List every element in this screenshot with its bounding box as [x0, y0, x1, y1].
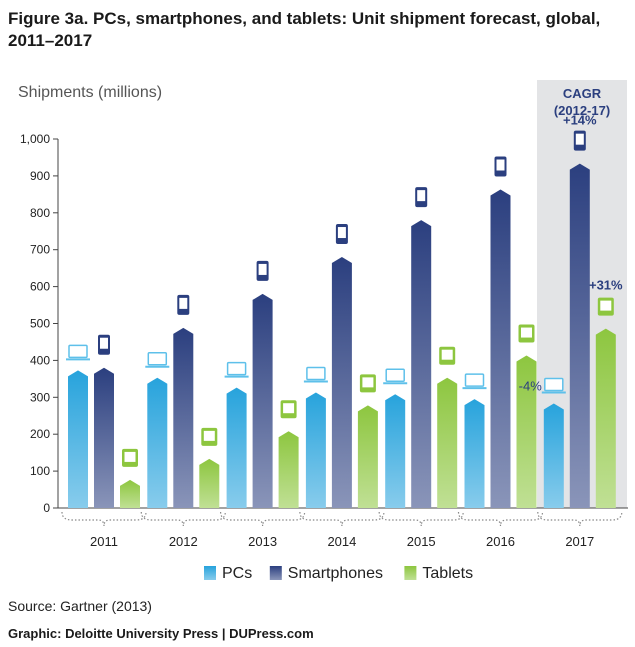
smartphone-screen [575, 133, 584, 145]
x-tick-label: 2012 [169, 534, 198, 549]
x-tick-label: 2016 [486, 534, 515, 549]
smartphone-screen [258, 263, 267, 275]
bar-tablets-2013 [278, 431, 299, 508]
legend-label-tablets: Tablets [422, 565, 473, 582]
bar-tablets-2017 [595, 328, 616, 508]
cagr-title: CAGR [563, 86, 602, 101]
y-tick-label: 800 [30, 206, 50, 220]
category-brace [378, 511, 464, 527]
laptop-icon [464, 373, 485, 387]
cagr-label-smartphones: +14% [563, 113, 597, 128]
laptop-icon [68, 344, 88, 359]
y-tick-label: 500 [30, 317, 50, 331]
bar-pcs-2014 [305, 392, 326, 508]
y-axis-label: Shipments (millions) [18, 84, 162, 101]
category-brace [220, 511, 306, 527]
x-tick-label: 2011 [90, 534, 118, 549]
tablet-screen [441, 349, 453, 360]
x-tick-label: 2013 [248, 534, 277, 549]
bar-smartphones-2015 [411, 220, 432, 508]
tablet-screen [600, 300, 612, 311]
cagr-period: (2012-17) [554, 103, 610, 118]
legend-swatch-tablets [404, 566, 417, 580]
bar-pcs-2015 [385, 394, 406, 508]
bar-tablets-2015 [437, 377, 458, 508]
tablet-screen [203, 430, 215, 441]
category-brace [537, 511, 623, 527]
tablet-screen [362, 377, 374, 388]
x-tick-label: 2014 [327, 534, 356, 549]
bar-tablets-2016 [516, 355, 537, 508]
tablet-screen [283, 403, 295, 414]
bar-tablets-2011 [120, 479, 140, 508]
category-brace [457, 511, 544, 527]
source-note: Source: Gartner (2013) [8, 598, 152, 614]
laptop-icon [306, 366, 326, 381]
bar-pcs-2011 [68, 370, 88, 508]
y-tick-label: 100 [30, 464, 50, 478]
y-tick-label: 0 [43, 501, 50, 515]
bar-smartphones-2016 [490, 189, 511, 508]
smartphone-screen [496, 159, 505, 171]
bar-smartphones-2017 [569, 163, 590, 509]
smartphone-screen [417, 190, 426, 202]
legend-label-smartphones: Smartphones [288, 565, 383, 582]
graphic-credit: Graphic: Deloitte University Press | DUP… [8, 626, 314, 641]
laptop-icon [544, 377, 564, 392]
legend-swatch-pcs [204, 566, 216, 580]
category-brace [140, 511, 226, 527]
bar-smartphones-2012 [173, 327, 194, 508]
y-tick-label: 400 [30, 353, 50, 367]
tablet-screen [124, 451, 136, 462]
legend-swatch-smartphones [269, 566, 282, 580]
bar-tablets-2012 [199, 458, 220, 508]
bar-tablets-2014 [357, 405, 378, 508]
y-tick-label: 200 [30, 427, 50, 441]
legend-label-pcs: PCs [222, 565, 252, 582]
y-tick-label: 1,000 [20, 132, 50, 146]
tablet-screen [521, 327, 532, 338]
category-brace [299, 511, 385, 527]
bar-smartphones-2014 [331, 257, 352, 508]
laptop-icon [147, 351, 168, 366]
bar-smartphones-2013 [252, 293, 273, 508]
x-tick-label: 2017 [565, 534, 594, 549]
y-tick-label: 300 [30, 390, 50, 404]
cagr-label-pcs: -4% [519, 379, 543, 394]
x-tick-label: 2015 [407, 534, 436, 549]
shipment-chart: CAGR (2012-17) Shipments (millions) 0 100 200… [18, 80, 628, 582]
laptop-icon [385, 368, 405, 383]
y-tick-label: 700 [30, 243, 50, 257]
bar-pcs-2012 [147, 377, 168, 508]
bar-pcs-2017 [543, 403, 564, 508]
smartphone-screen [179, 297, 188, 309]
bar-pcs-2016 [464, 399, 485, 508]
figure-title: Figure 3a. PCs, smartphones, and tablets… [8, 9, 601, 50]
smartphone-screen [100, 337, 108, 349]
y-tick-label: 600 [30, 280, 50, 294]
bar-smartphones-2011 [94, 367, 114, 508]
laptop-icon [226, 361, 247, 376]
y-tick-label: 900 [30, 169, 50, 183]
smartphone-screen [337, 227, 346, 239]
category-brace [61, 511, 147, 527]
cagr-label-tablets: +31% [589, 278, 623, 293]
bar-pcs-2013 [226, 387, 247, 508]
